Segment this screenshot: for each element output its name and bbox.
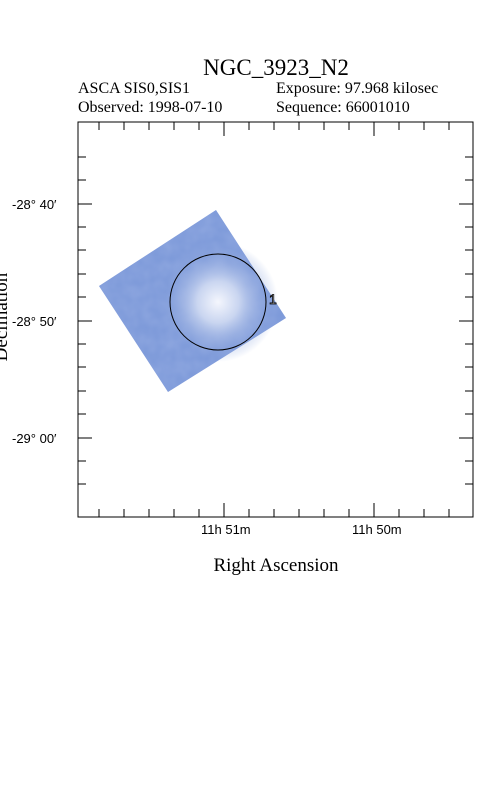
source-region-circle: [169, 253, 267, 351]
x-tick-label: 11h 50m: [352, 522, 402, 537]
exposure-label: Exposure: 97.968 kilosec: [276, 80, 439, 97]
sequence-label: Sequence: 66001010: [276, 99, 410, 116]
y-tick-label: -29° 00′: [12, 431, 57, 446]
x-axis-label: Right Ascension: [213, 555, 339, 576]
x-tick-label: 11h 51m: [201, 522, 251, 537]
y-axis-label: Declination: [0, 272, 12, 362]
plot-frame: [77, 121, 474, 518]
y-tick-label: -28° 50′: [12, 314, 57, 329]
observed-date-label: Observed: 1998-07-10: [78, 99, 223, 116]
detector-image: [99, 210, 286, 392]
instrument-label: ASCA SIS0,SIS1: [78, 80, 191, 97]
plot-title: NGC_3923_N2: [203, 55, 349, 80]
y-tick-label: -28° 40′: [12, 197, 57, 212]
tick-marks: [78, 122, 473, 517]
source-label: 1: [269, 291, 277, 307]
